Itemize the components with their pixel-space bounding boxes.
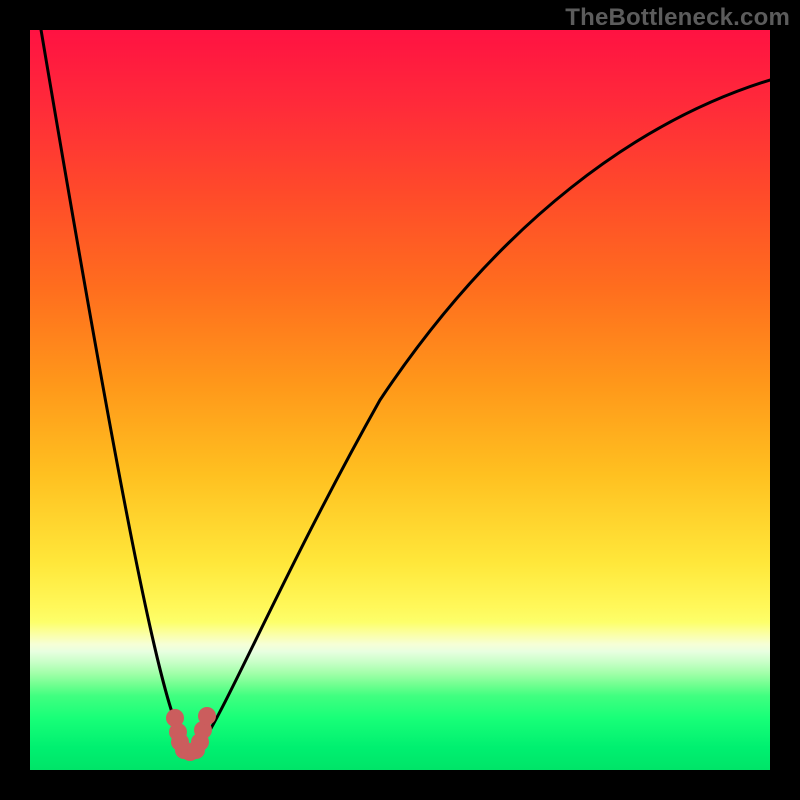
- curve-marker: [198, 707, 216, 725]
- watermark-text: TheBottleneck.com: [565, 4, 790, 32]
- bottleneck-chart: [0, 0, 800, 800]
- chart-container: TheBottleneck.com: [0, 0, 800, 800]
- heat-gradient: [30, 30, 770, 770]
